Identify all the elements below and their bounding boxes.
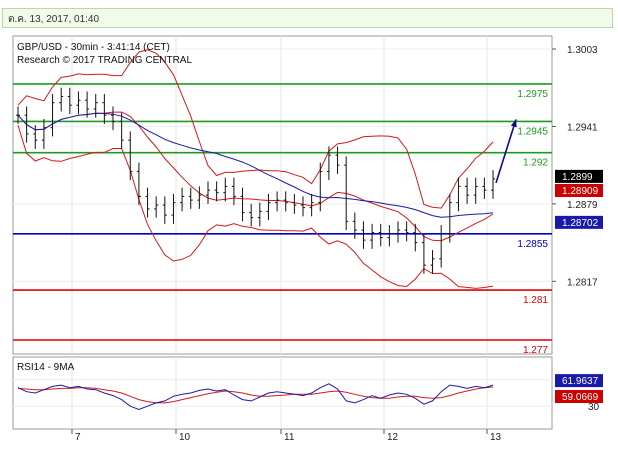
y-tick-label: 1.2817 xyxy=(567,277,598,288)
level-label: 1.2975 xyxy=(517,89,548,100)
rsi-tag-bg xyxy=(555,374,603,388)
level-label: 1.2855 xyxy=(517,239,548,250)
price-tag-bg xyxy=(555,184,603,198)
rsi-tag-label: 59.0669 xyxy=(562,392,599,403)
rsi-ma-line xyxy=(17,386,494,404)
y-axis: 1.3003 1.2941 1.2879 1.2817 1.2899 1.28909 1.2… xyxy=(552,45,603,288)
level-label: 1.292 xyxy=(523,158,548,169)
rsi-line xyxy=(17,383,494,411)
price-panel xyxy=(12,35,553,355)
level-label: 1.277 xyxy=(523,345,548,356)
x-tick-label: 12 xyxy=(387,432,399,443)
candles xyxy=(16,87,495,274)
bollinger-upper xyxy=(17,49,494,209)
price-tag-bg xyxy=(555,215,603,229)
rsi-tag-label: 61.9637 xyxy=(562,376,599,387)
x-tick-label: 10 xyxy=(179,432,191,443)
moving-average-slow xyxy=(17,112,494,218)
y-tick-label: 1.3003 xyxy=(567,45,598,56)
x-tick-label: 11 xyxy=(284,432,295,443)
level-label: 1.2945 xyxy=(517,126,548,137)
bollinger-bands xyxy=(17,49,494,289)
rsi-tag-bg xyxy=(555,390,603,404)
header: ต.ค. 13, 2017, 01:40 xyxy=(0,0,618,30)
y-tick-label: 1.2879 xyxy=(567,200,598,211)
chart-title: GBP/USD - 30min - 3:41:14 (CET) xyxy=(17,42,170,53)
header-bar xyxy=(2,8,613,28)
x-tick-label: 13 xyxy=(490,432,502,443)
header-timestamp: ต.ค. 13, 2017, 01:40 xyxy=(8,14,100,25)
projection-arrow-head xyxy=(510,119,517,128)
price-tag-label: 1.2899 xyxy=(562,172,593,183)
y-tick-label: 1.2941 xyxy=(567,122,598,133)
bollinger-lower xyxy=(17,125,494,289)
rsi-tick-label: 30 xyxy=(588,402,600,413)
chart-subtitle: Research © 2017 TRADING CENTRAL xyxy=(17,55,192,66)
x-axis: 7 10 11 12 13 xyxy=(71,429,502,443)
x-tick-label: 7 xyxy=(75,432,81,443)
rsi-title: RSI14 - 9MA xyxy=(17,362,75,373)
price-tag-label: 1.28909 xyxy=(562,186,599,197)
projection-arrow xyxy=(495,119,517,184)
level-label: 1.281 xyxy=(523,295,548,306)
price-tag-bg xyxy=(555,169,603,183)
price-tag-label: 1.28702 xyxy=(562,218,599,229)
projection-arrow-line xyxy=(495,119,517,184)
grid xyxy=(13,36,552,429)
